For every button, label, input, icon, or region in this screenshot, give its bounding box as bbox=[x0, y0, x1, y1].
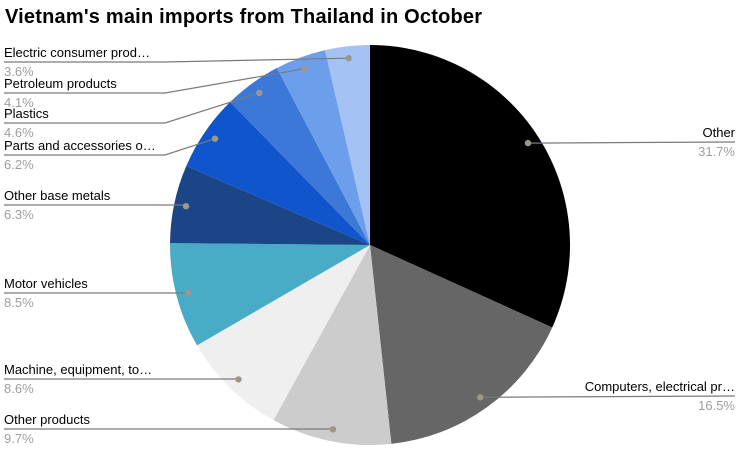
leader-line-electric-consumer-prod bbox=[4, 57, 349, 63]
pie-slice-other[interactable] bbox=[370, 45, 571, 328]
pie-slice-other-base-metals[interactable] bbox=[170, 166, 370, 245]
leader-dot-petroleum-products bbox=[301, 65, 308, 73]
pie-slice-plastics[interactable] bbox=[230, 68, 370, 245]
slice-percent-parts-and-accessories-o: 6.2% bbox=[4, 157, 34, 172]
pie-slice-other-products[interactable] bbox=[273, 245, 392, 446]
leader-dot-other-products bbox=[329, 426, 337, 433]
pie-slice-computers-electrical-pr[interactable] bbox=[370, 245, 553, 444]
slice-percent-other-products: 9.7% bbox=[4, 431, 34, 446]
slice-percent-other-base-metals: 6.3% bbox=[4, 207, 34, 222]
pie-slice-motor-vehicles[interactable] bbox=[170, 243, 370, 346]
leader-line-plastics bbox=[4, 92, 260, 124]
leader-dot-computers-electrical-pr bbox=[477, 394, 484, 401]
slice-label-other-products: Other products bbox=[4, 412, 90, 427]
leader-dot-machine-equipment-to bbox=[235, 376, 242, 383]
leader-line-computers-electrical-pr bbox=[480, 395, 736, 398]
chart-title: Vietnam's main imports from Thailand in … bbox=[5, 6, 483, 28]
leader-dot-motor-vehicles bbox=[185, 289, 192, 297]
slice-label-machine-equipment-to: Machine, equipment, to… bbox=[4, 362, 153, 377]
pie-slice-petroleum-products[interactable] bbox=[276, 50, 370, 245]
slice-percent-plastics: 4.6% bbox=[4, 125, 34, 140]
pie-slice-machine-equipment-to[interactable] bbox=[197, 245, 370, 421]
slice-label-parts-and-accessories-o: Parts and accessories o… bbox=[4, 138, 156, 153]
leader-dot-parts-and-accessories-o bbox=[211, 135, 219, 142]
slice-label-computers-electrical-pr: Computers, electrical pr… bbox=[584, 379, 735, 394]
slice-label-motor-vehicles: Motor vehicles bbox=[4, 276, 88, 291]
slice-percent-motor-vehicles: 8.5% bbox=[4, 295, 34, 310]
slice-label-plastics: Plastics bbox=[4, 106, 49, 121]
slice-label-electric-consumer-prod: Electric consumer prod… bbox=[4, 45, 150, 60]
slice-label-other: Other bbox=[702, 125, 735, 140]
leader-line-parts-and-accessories-o bbox=[4, 138, 216, 156]
slice-label-petroleum-products: Petroleum products bbox=[4, 76, 117, 91]
slice-percent-electric-consumer-prod: 3.6% bbox=[4, 64, 34, 79]
leader-dot-electric-consumer-prod bbox=[345, 55, 352, 62]
slice-percent-computers-electrical-pr: 16.5% bbox=[698, 398, 735, 413]
slice-percent-other: 31.7% bbox=[698, 144, 735, 159]
leader-dot-plastics bbox=[256, 89, 263, 97]
slice-label-other-base-metals: Other base metals bbox=[4, 188, 111, 203]
slice-percent-machine-equipment-to: 8.6% bbox=[4, 381, 34, 396]
leader-line-petroleum-products bbox=[4, 68, 305, 94]
leader-dot-other bbox=[524, 139, 532, 147]
pie-slice-parts-and-accessories-o[interactable] bbox=[186, 102, 370, 245]
leader-line-other bbox=[527, 141, 736, 144]
pie-slice-electric-consumer-prod[interactable] bbox=[325, 45, 370, 245]
slice-percent-petroleum-products: 4.1% bbox=[4, 95, 34, 110]
leader-dot-other-base-metals bbox=[182, 203, 190, 210]
